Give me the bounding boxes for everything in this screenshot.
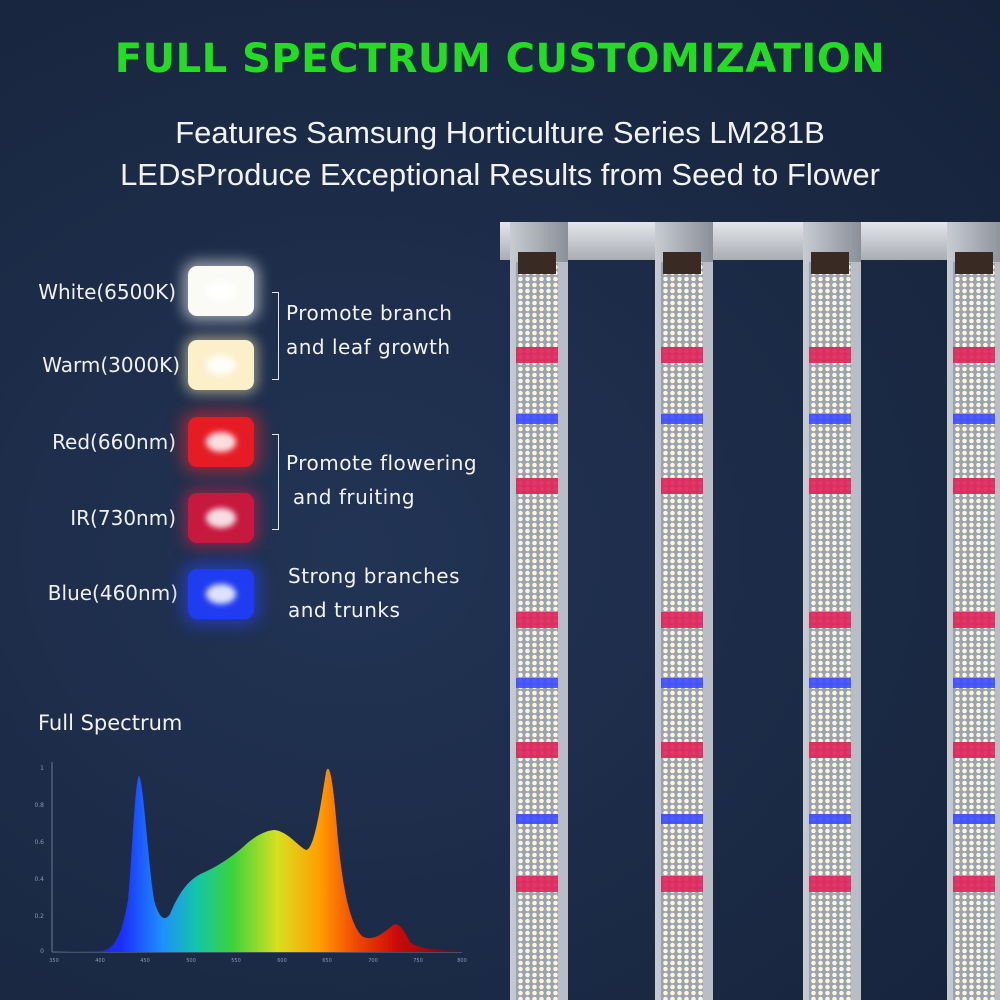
spectrum-curve [52,768,462,952]
effect-branch-leaf: Promote branch and leaf growth [286,301,453,359]
bracket-white-warm [272,292,279,380]
x-tick-550: 550 [231,958,241,964]
y-tick-0.8: 0.8 [34,802,44,809]
led-swatch-red [188,417,254,467]
x-tick-700: 700 [368,958,378,964]
effect-branches-trunks: Strong branches and trunks [288,564,461,622]
led-swatch-blue [188,569,254,619]
y-tick-0: 0 [40,948,44,955]
led-label-white: White(6500K) [38,280,176,304]
led-bar-2 [655,222,713,1000]
x-tick-400: 400 [95,958,105,964]
spectrum-x-axis: 350 400 450 500 550 600 650 700 750 800 [49,951,467,964]
x-tick-650: 650 [322,958,332,964]
led-label-red: Red(660nm) [52,430,176,454]
light-fixture-image [500,222,1000,1000]
x-tick-350: 350 [49,958,59,964]
led-swatch-ir [188,493,254,543]
spectrum-chart-title: Full Spectrum [38,711,183,735]
y-tick-0.4: 0.4 [34,876,44,883]
spectrum-chart: 1 0.8 0.6 0.4 0.2 0 350 400 450 500 550 … [34,762,467,964]
x-tick-800: 800 [457,958,467,964]
subtitle-line-1: Features Samsung Horticulture Series LM2… [175,115,825,150]
led-label-blue: Blue(460nm) [47,581,178,605]
page-title: FULL SPECTRUM CUSTOMIZATION [114,36,886,82]
led-swatch-warm [188,340,254,390]
led-swatch-white [188,266,254,316]
led-bar-4 [947,222,1000,1000]
y-tick-1: 1 [40,765,44,772]
subtitle-line-2: LEDsProduce Exceptional Results from See… [120,157,880,192]
led-bar-1 [510,222,568,1000]
led-label-ir: IR(730nm) [70,506,176,530]
x-tick-450: 450 [140,958,150,964]
y-tick-0.6: 0.6 [34,839,44,846]
y-tick-0.2: 0.2 [34,913,44,920]
page-subtitle: Features Samsung Horticulture Series LM2… [0,112,1000,196]
x-tick-600: 600 [277,958,287,964]
effect-flowering: Promote flowering and fruiting [286,451,478,509]
x-tick-750: 750 [413,958,423,964]
spectrum-y-axis: 1 0.8 0.6 0.4 0.2 0 [34,762,53,955]
led-label-warm: Warm(3000K) [42,353,180,377]
bracket-red-ir [272,434,279,530]
led-bar-3 [803,222,861,1000]
x-tick-500: 500 [186,958,196,964]
